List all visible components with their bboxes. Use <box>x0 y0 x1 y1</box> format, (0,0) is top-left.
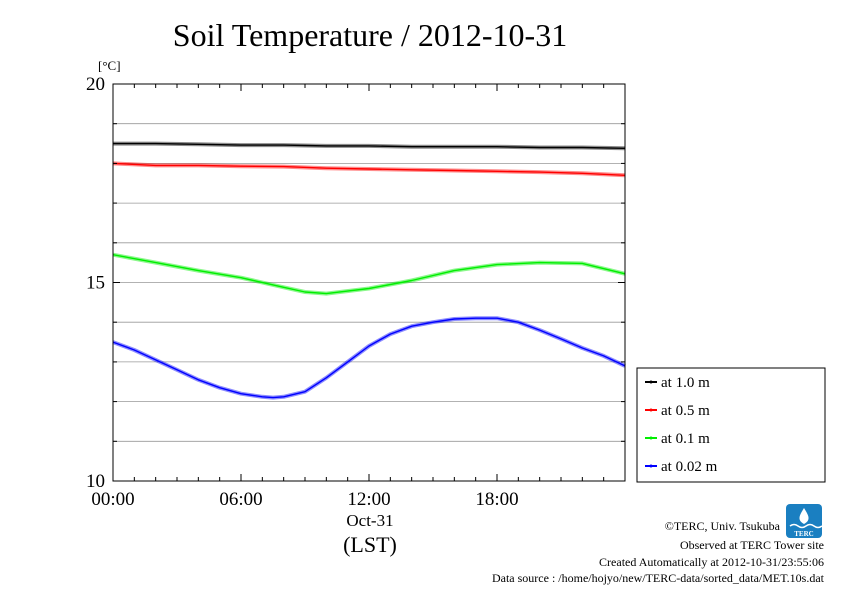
x-tick-label: 06:00 <box>219 489 262 510</box>
series-line <box>112 162 626 176</box>
series-line <box>112 254 626 295</box>
y-tick-label: 15 <box>86 273 105 294</box>
x-tick-label: 18:00 <box>475 489 518 510</box>
legend-label: at 1.0 m <box>661 375 710 391</box>
chart-title: Soil Temperature / 2012-10-31 <box>173 17 567 53</box>
source-text: Data source : /home/hojyo/new/TERC-data/… <box>492 571 825 585</box>
series-line <box>113 142 626 149</box>
series-line-halo <box>112 316 626 400</box>
legend: at 1.0 m at 0.5 m at 0.1 m at 0.02 m <box>636 367 826 483</box>
legend-box <box>636 367 826 483</box>
x-axis-label: (LST) <box>343 532 397 557</box>
legend-marker <box>649 436 653 440</box>
wave-icon <box>789 523 823 529</box>
y-axis-unit: [°C] <box>98 58 121 73</box>
x-tick-label: 12:00 <box>347 489 390 510</box>
terc-logo: TERC <box>786 504 823 538</box>
legend-label: at 0.5 m <box>661 403 710 419</box>
observed-text: Observed at TERC Tower site <box>680 538 824 552</box>
y-tick-label: 20 <box>86 74 105 95</box>
legend-marker <box>649 464 653 468</box>
legend-marker <box>649 408 653 412</box>
grid-lines <box>113 123 625 442</box>
logo-text: TERC <box>794 530 813 538</box>
y-tick-label: 10 <box>86 471 105 492</box>
water-drop-icon <box>799 508 809 524</box>
axis-ticks: 00:00 06:00 12:00 18:00 10 15 20 <box>86 74 626 510</box>
x-tick-label: 00:00 <box>91 489 134 510</box>
series-line-halo <box>112 252 626 296</box>
legend-label: at 0.02 m <box>661 459 718 475</box>
copyright-text: ©TERC, Univ. Tsukuba <box>665 519 781 533</box>
created-text: Created Automatically at 2012-10-31/23:5… <box>599 555 824 569</box>
legend-marker <box>649 380 653 384</box>
series-line <box>112 317 626 399</box>
legend-label: at 0.1 m <box>661 431 710 447</box>
series-lines <box>112 141 626 400</box>
date-label: Oct-31 <box>346 511 393 530</box>
